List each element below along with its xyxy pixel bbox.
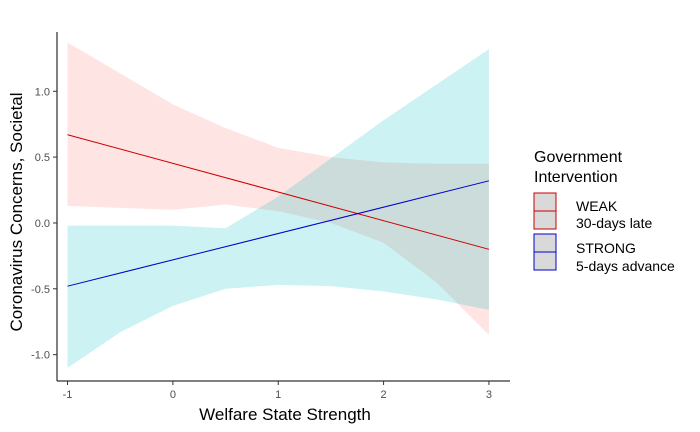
y-axis-title: Coronavirus Concerns, Societal [7, 92, 26, 331]
trend-line-weak [67, 134, 490, 250]
y-tick-label: 0.5 [35, 152, 50, 164]
confidence-band-strong [67, 49, 489, 368]
x-axis-title: Welfare State Strength [199, 405, 371, 424]
legend-keys [533, 192, 557, 271]
confidence-band-weak [67, 42, 489, 335]
x-tick-label: 0 [170, 389, 176, 401]
legend-sublabel-strong: 5-days advance [576, 258, 675, 274]
x-tick-label: 3 [486, 389, 492, 401]
y-axis-ticks: -1.0 -0.5 0.0 0.5 1.0 [31, 86, 57, 362]
trend-line-strong [67, 180, 490, 287]
trend-lines [67, 134, 490, 287]
y-tick-label: 1.0 [35, 86, 50, 98]
confidence-bands [67, 42, 489, 368]
y-tick-label: 0.0 [35, 218, 50, 230]
y-tick-label: -0.5 [31, 284, 50, 296]
y-tick-label: -1.0 [31, 350, 50, 362]
legend-key-strong [533, 233, 557, 271]
legend-sublabel-weak: 30-days late [576, 215, 652, 231]
x-tick-label: 1 [275, 389, 281, 401]
x-axis-ticks: -1 0 1 2 3 [63, 381, 492, 401]
legend: Government Intervention WEAK 30-days lat… [533, 149, 675, 274]
x-tick-label: 2 [381, 389, 387, 401]
legend-title-line-1: Government [534, 149, 623, 166]
legend-label-weak: WEAK [576, 198, 618, 214]
x-tick-label: -1 [63, 389, 73, 401]
legend-key-weak [533, 192, 557, 230]
legend-label-strong: STRONG [576, 240, 636, 256]
legend-title-line-2: Intervention [534, 169, 618, 186]
